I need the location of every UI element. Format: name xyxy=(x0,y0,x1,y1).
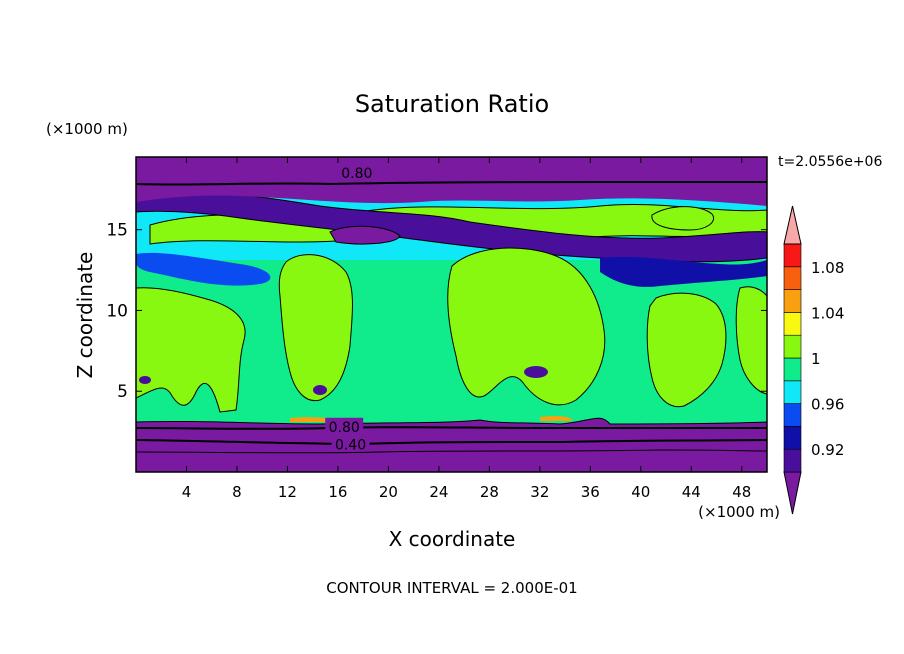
x-tick-label: 16 xyxy=(328,483,347,501)
contour-line-lower-1 xyxy=(136,426,767,430)
colorbar-swatch xyxy=(783,243,802,268)
x-tick-label: 8 xyxy=(232,483,242,501)
contour-label-bg xyxy=(325,417,364,434)
colorbar-tick-label: 0.92 xyxy=(811,441,844,459)
contour-line-lower-2 xyxy=(136,439,767,446)
pocket-1 xyxy=(524,366,548,378)
y-tick-label: 15 xyxy=(106,221,128,241)
contour-field xyxy=(136,157,767,472)
x-unit-label: (×1000 m) xyxy=(698,503,780,521)
plume-right xyxy=(646,292,727,408)
colorbar-swatch xyxy=(783,403,802,427)
contour-line-upper xyxy=(136,180,767,186)
colorbar-swatch xyxy=(783,289,802,313)
x-tick-label: 28 xyxy=(480,483,499,501)
time-label: t=2.0556e+06 xyxy=(778,154,882,170)
colorbar-swatch xyxy=(783,266,802,290)
plume-center-left xyxy=(278,254,353,402)
y-axis: 5 10 15 xyxy=(106,221,767,402)
colorbar-tick-label: 1 xyxy=(811,350,821,368)
colorbar-swatch xyxy=(783,357,802,382)
chart-title: Saturation Ratio xyxy=(355,90,549,118)
plume-center xyxy=(447,247,606,406)
y-tick-label: 5 xyxy=(117,382,128,402)
upper-dry-streak-1 xyxy=(136,189,767,263)
x-tick-label: 48 xyxy=(732,483,751,501)
upper-green-island xyxy=(651,206,714,231)
colorbar-under-triangle xyxy=(783,471,802,515)
colorbar-swatch xyxy=(783,312,802,336)
upper-dry-streak-2 xyxy=(136,252,271,286)
upper-purple-lens xyxy=(329,225,401,245)
x-tick-label: 20 xyxy=(379,483,398,501)
lower-dry-layer xyxy=(136,417,767,472)
upper-dry-streak-3 xyxy=(600,256,767,287)
plume-left xyxy=(136,287,246,413)
y-tick-label: 10 xyxy=(106,301,128,321)
contour-label: 0.80 xyxy=(329,420,360,436)
plume-far-right xyxy=(735,286,767,395)
colorbar-swatch xyxy=(783,426,802,450)
y-axis-label: Z coordinate xyxy=(73,252,97,379)
x-axis-label: X coordinate xyxy=(389,527,516,551)
y-unit-label: (×1000 m) xyxy=(46,120,128,138)
contour-label-bg xyxy=(331,435,370,452)
contour-label: 0.40 xyxy=(335,438,366,454)
colorbar-tick-label: 1.04 xyxy=(811,304,844,322)
contour-line-lower-3 xyxy=(136,449,767,454)
supersat-streak-2 xyxy=(540,415,572,421)
contour-label: 0.80 xyxy=(341,166,372,182)
colorbar-tick-label: 0.96 xyxy=(811,396,844,414)
contour-label-bg xyxy=(337,164,376,181)
plot-frame xyxy=(135,156,768,473)
colorbar-swatch xyxy=(783,448,802,473)
x-tick-label: 24 xyxy=(429,483,448,501)
x-tick-label: 4 xyxy=(182,483,192,501)
colorbar-over-triangle xyxy=(783,205,802,245)
x-tick-label: 32 xyxy=(530,483,549,501)
colorbar-swatch xyxy=(783,380,802,404)
colorbar: 0.92 0.96 1 1.04 1.08 xyxy=(783,205,844,515)
x-tick-label: 36 xyxy=(581,483,600,501)
x-tick-label: 44 xyxy=(682,483,701,501)
pocket-2 xyxy=(313,385,327,395)
colorbar-tick-label: 1.08 xyxy=(811,259,844,277)
pocket-3 xyxy=(139,376,151,384)
x-axis: 4 8 12 16 20 24 28 32 36 40 44 48 xyxy=(182,157,751,501)
x-tick-label: 12 xyxy=(278,483,297,501)
colorbar-swatch xyxy=(783,334,802,359)
x-tick-label: 40 xyxy=(631,483,650,501)
contour-labels: 0.80 0.80 0.40 xyxy=(325,164,376,454)
contour-interval-note: CONTOUR INTERVAL = 2.000E-01 xyxy=(326,579,577,597)
